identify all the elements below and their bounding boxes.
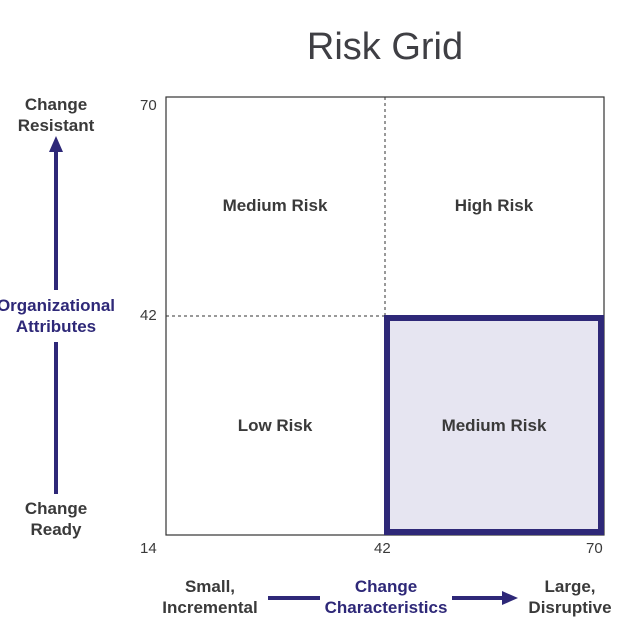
x-tick-70: 70 <box>586 540 603 557</box>
highlighted-quadrant <box>384 315 604 535</box>
y-tick-42: 42 <box>140 307 157 324</box>
quadrant-bottom-right-label: Medium Risk <box>441 416 547 435</box>
y-axis-middle-label: Organizational Attributes <box>0 296 116 336</box>
y-axis-arrowhead <box>49 136 63 152</box>
y-tick-14: 14 <box>140 540 157 557</box>
y-axis-bottom-label: Change Ready <box>24 499 88 539</box>
y-tick-70: 70 <box>140 97 157 114</box>
quadrant-top-left-label: Medium Risk <box>222 196 328 215</box>
y-axis-top-label: Change Resistant <box>17 95 95 135</box>
x-axis-left-label: Small, Incremental <box>162 577 258 617</box>
x-axis-arrowhead <box>502 591 518 605</box>
chart-title: Risk Grid <box>306 26 464 68</box>
quadrant-top-right-label: High Risk <box>454 196 534 215</box>
x-axis-right-label: Large, Disruptive <box>528 577 612 617</box>
x-tick-42: 42 <box>374 540 391 557</box>
x-axis-middle-label: Change Characteristics <box>324 577 448 617</box>
quadrant-bottom-left-label: Low Risk <box>237 416 313 435</box>
